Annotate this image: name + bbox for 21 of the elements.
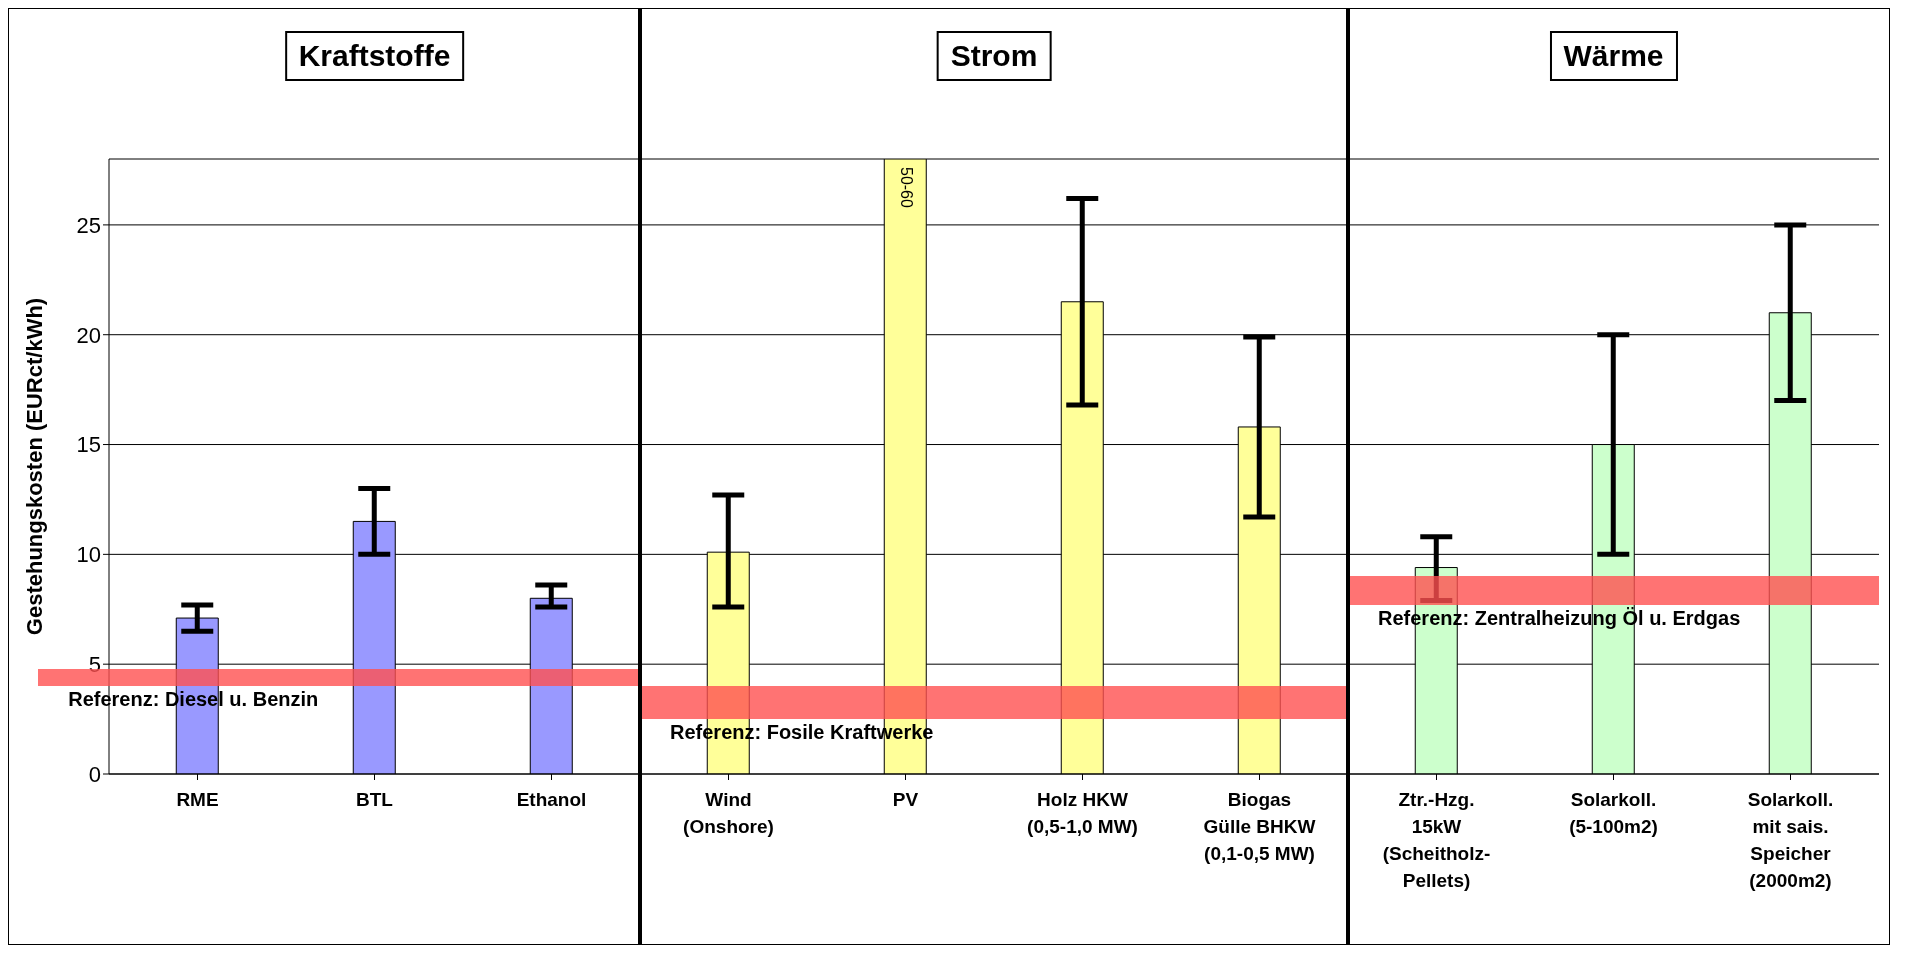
x-tick-label: Solarkoll. mit sais. Speicher (2000m2) [1747,789,1834,891]
x-tick-label: Ztr.-Hzg. 15kW (Scheitholz- Pellets) [1382,789,1491,891]
text: Kraftstoffe [284,31,465,81]
y-tick-label: 15 [76,432,101,458]
y-axis-title: Gestehungskosten (EURct/kWh) [21,297,47,636]
x-tick-label: Biogas Gülle BHKW (0,1-0,5 MW) [1203,789,1316,864]
y-tick-label: 20 [76,322,101,348]
y-tick-label: 25 [76,212,101,238]
x-tick-label: PV [892,789,919,810]
x-tick-label: Wind (Onshore) [683,789,774,837]
data-label: 50-60 [898,167,916,209]
x-tick-label: RME [176,789,219,810]
x-tick-label: Ethanol [516,789,587,810]
y-tick-label: 0 [88,761,101,787]
y-tick-label: 5 [88,651,101,677]
x-tick-label: Holz HKW (0,5-1,0 MW) [1027,789,1138,837]
y-tick-label: 10 [76,542,101,568]
text: Wärme [1549,31,1678,81]
x-tick-label: Solarkoll. (5-100m2) [1569,789,1658,837]
x-tick-label: BTL [356,789,394,810]
text: Strom [936,31,1052,81]
